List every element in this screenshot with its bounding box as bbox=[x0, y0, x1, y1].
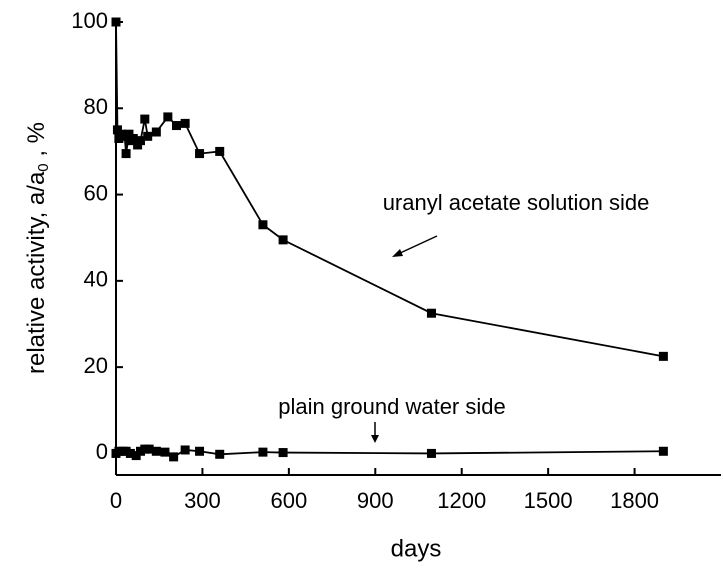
marker bbox=[426, 308, 436, 318]
marker bbox=[278, 448, 288, 458]
marker bbox=[125, 448, 135, 458]
marker bbox=[151, 446, 161, 456]
marker bbox=[195, 446, 205, 456]
marker bbox=[144, 444, 154, 454]
y-axis-title-sub: 0 bbox=[35, 163, 52, 171]
y-tick-label: 20 bbox=[84, 353, 108, 378]
arrow-head bbox=[371, 435, 379, 443]
marker bbox=[215, 146, 225, 156]
marker bbox=[258, 220, 268, 230]
marker bbox=[163, 112, 173, 122]
y-axis-title-main: relative activity, a/a bbox=[23, 171, 50, 374]
marker bbox=[658, 351, 668, 361]
marker bbox=[151, 127, 161, 137]
marker bbox=[215, 449, 225, 459]
arrow bbox=[397, 235, 438, 255]
x-axis-title: days bbox=[391, 535, 442, 562]
x-tick-label: 600 bbox=[270, 488, 307, 513]
x-tick-label: 1500 bbox=[524, 488, 573, 513]
marker bbox=[111, 17, 121, 27]
x-tick-label: 1200 bbox=[437, 488, 486, 513]
x-tick-label: 900 bbox=[357, 488, 394, 513]
marker bbox=[128, 133, 138, 143]
y-tick-label: 80 bbox=[84, 94, 108, 119]
marker bbox=[426, 448, 436, 458]
marker bbox=[658, 446, 668, 456]
marker bbox=[140, 114, 150, 124]
marker bbox=[121, 149, 131, 159]
annotation: plain ground water side bbox=[278, 394, 505, 419]
y-tick-label: 0 bbox=[96, 439, 108, 464]
marker bbox=[143, 131, 153, 141]
marker bbox=[169, 452, 179, 462]
y-axis-title-end: , % bbox=[23, 122, 50, 163]
x-tick-label: 300 bbox=[184, 488, 221, 513]
marker bbox=[135, 136, 145, 146]
arrow-head bbox=[392, 249, 403, 257]
marker bbox=[160, 447, 170, 457]
marker bbox=[172, 121, 181, 131]
marker bbox=[278, 235, 288, 245]
y-tick-label: 100 bbox=[71, 8, 108, 33]
y-tick-label: 60 bbox=[84, 180, 108, 205]
x-tick-label: 0 bbox=[110, 488, 122, 513]
marker bbox=[258, 447, 268, 457]
marker bbox=[180, 445, 190, 455]
x-tick-label: 1800 bbox=[610, 488, 659, 513]
y-tick-label: 40 bbox=[84, 267, 108, 292]
marker bbox=[180, 118, 190, 128]
marker bbox=[195, 149, 205, 159]
y-axis-title: relative activity, a/a0 , % bbox=[23, 122, 52, 374]
annotation: uranyl acetate solution side bbox=[383, 190, 650, 215]
